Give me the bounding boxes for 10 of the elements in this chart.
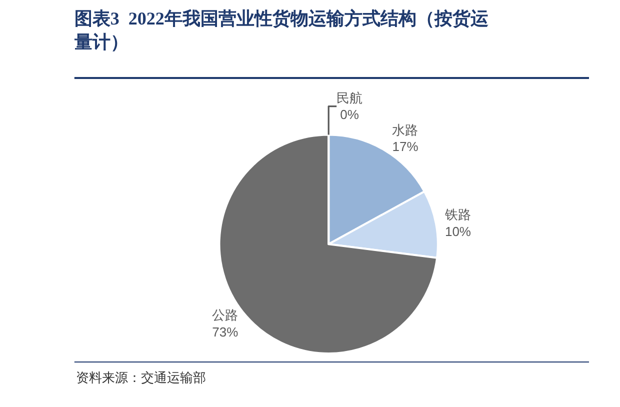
slice-label: 水路: [392, 122, 418, 138]
slice-label: 铁路: [444, 207, 471, 222]
chart-title: 图表3 2022年我国营业性货物运输方式结构（按货运量计）: [73, 8, 488, 52]
text: 0%: [340, 107, 359, 122]
data-label: 17%: [392, 139, 419, 154]
slice-label: 公路: [212, 307, 238, 322]
data-label: 10%: [444, 224, 472, 240]
data-label: 73%: [212, 324, 239, 340]
category-label: 民航: [336, 90, 363, 106]
text: 资料来源：交通运输部: [76, 370, 206, 385]
